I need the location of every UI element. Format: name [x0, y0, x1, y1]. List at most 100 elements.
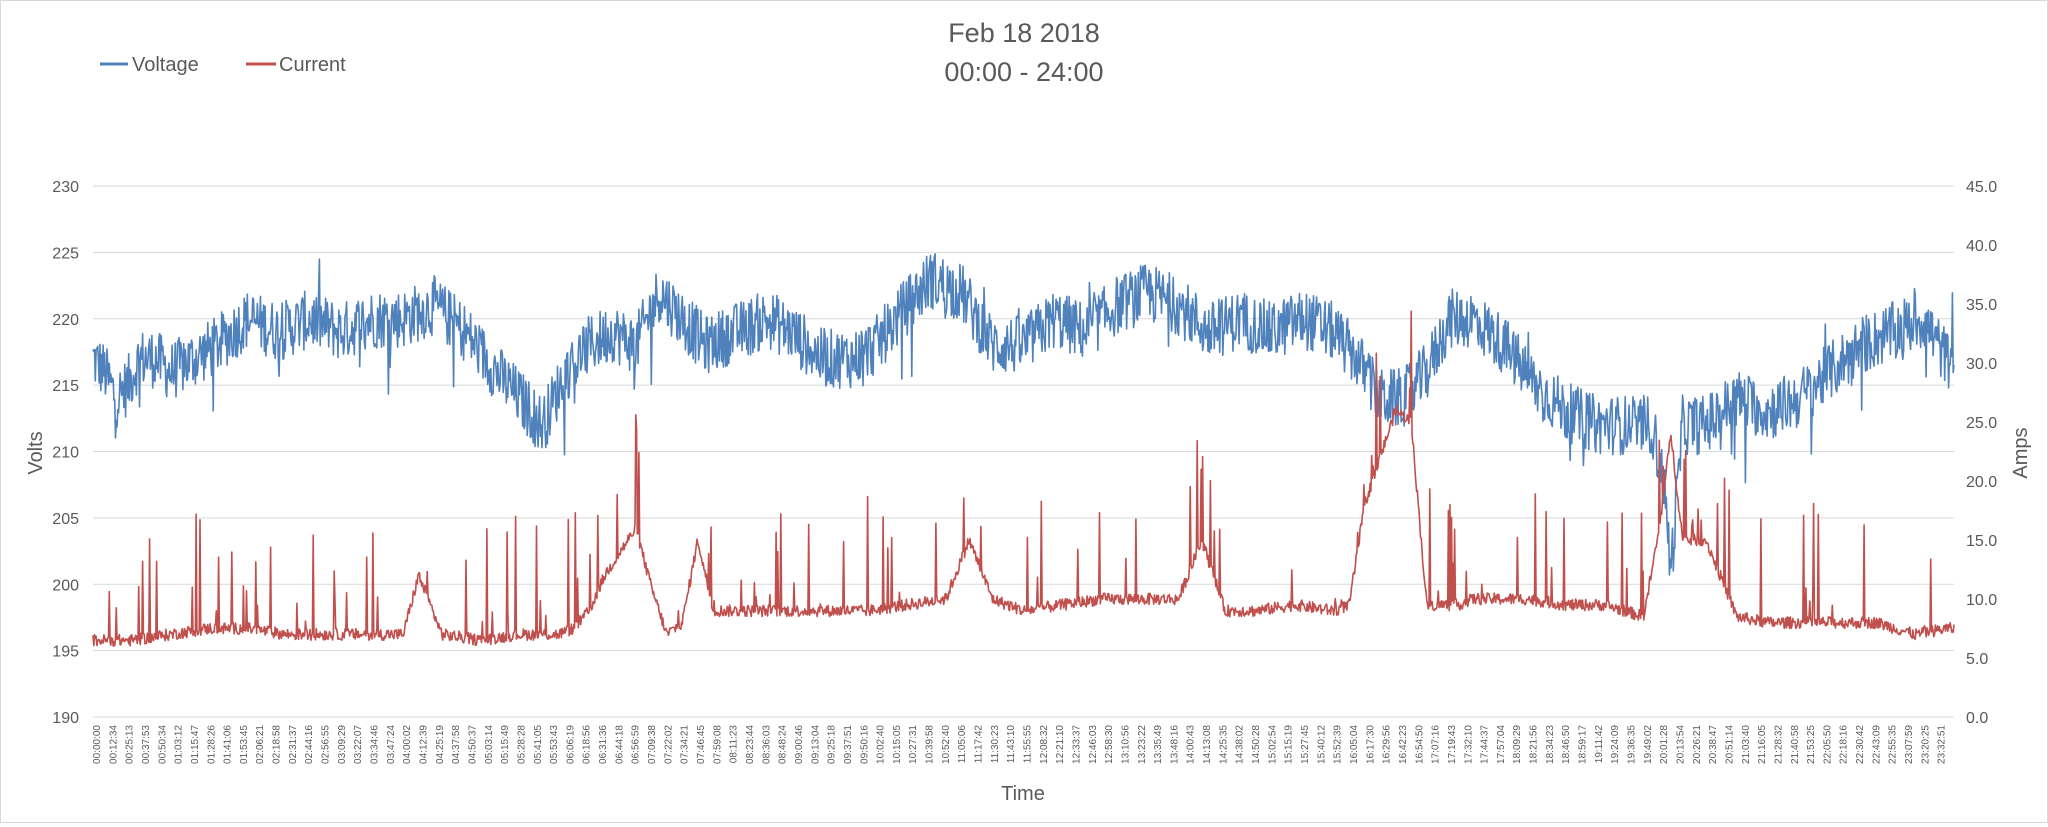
x-tick-label: 20:13:54	[1675, 725, 1686, 764]
x-tick-label: 05:15:49	[500, 725, 511, 764]
x-tick-label: 19:49:02	[1643, 725, 1654, 764]
x-tick-label: 15:27:45	[1300, 725, 1311, 764]
x-tick-label: 00:37:53	[141, 725, 152, 764]
x-tick-label: 14:00:43	[1186, 725, 1197, 764]
x-tick-label: 15:15:19	[1284, 725, 1295, 764]
y-tick-label: 230	[52, 179, 79, 196]
x-tick-label: 03:09:29	[337, 725, 348, 764]
x-axis-ticks: 00:00:00 00:12:34 00:25:13 00:37:53 00:50:34…	[92, 725, 1948, 764]
x-tick-label: 05:28:28	[516, 725, 527, 764]
x-tick-label: 19:11:42	[1594, 725, 1605, 764]
x-tick-label: 02:06:21	[255, 725, 266, 764]
x-tick-label: 06:56:59	[631, 725, 642, 764]
x-tick-label: 06:06:19	[565, 725, 576, 764]
x-tick-label: 12:08:32	[1039, 725, 1050, 764]
x-tick-label: 15:02:54	[1267, 725, 1278, 764]
x-tick-label: 15:40:12	[1316, 725, 1327, 764]
x-tick-label: 18:09:29	[1512, 725, 1523, 764]
x-tick-label: 17:07:16	[1431, 725, 1442, 764]
y-tick-label: 200	[52, 577, 79, 594]
x-tick-label: 07:34:21	[680, 725, 691, 764]
x-tick-label: 01:41:06	[223, 725, 234, 764]
y-tick-label: 225	[52, 245, 79, 262]
x-tick-label: 21:03:40	[1741, 725, 1752, 764]
y2-tick-label: 30.0	[1966, 356, 1997, 373]
series-layer	[92, 253, 1955, 647]
x-tick-label: 16:54:50	[1414, 725, 1425, 764]
x-tick-label: 22:55:35	[1888, 725, 1899, 764]
legend-current-label: Current	[279, 54, 346, 76]
x-tick-label: 05:03:14	[484, 725, 495, 764]
x-tick-label: 21:16:05	[1757, 725, 1768, 764]
series-line-voltage	[92, 253, 1955, 576]
x-tick-label: 00:25:13	[125, 725, 136, 764]
x-tick-label: 08:11:23	[729, 725, 740, 764]
y-tick-label: 215	[52, 378, 79, 395]
x-tick-label: 01:53:45	[239, 725, 250, 764]
x-tick-label: 04:00:02	[402, 725, 413, 764]
x-tick-label: 04:37:58	[451, 725, 462, 764]
x-tick-label: 19:24:09	[1610, 725, 1621, 764]
x-tick-label: 21:28:32	[1773, 725, 1784, 764]
y2-tick-label: 45.0	[1966, 179, 1997, 196]
gridlines	[93, 185, 1954, 718]
x-tick-label: 17:19:43	[1447, 725, 1458, 764]
x-tick-label: 02:56:55	[321, 725, 332, 764]
x-tick-label: 07:59:08	[712, 725, 723, 764]
y2-tick-label: 10.0	[1966, 592, 1997, 609]
chart-title: Feb 18 2018	[948, 18, 1100, 48]
x-tick-label: 05:53:43	[549, 725, 560, 764]
x-tick-label: 04:25:19	[435, 725, 446, 764]
y-tick-label: 220	[52, 312, 79, 329]
x-tick-label: 07:22:02	[663, 725, 674, 764]
x-tick-label: 10:15:05	[892, 725, 903, 764]
y2-tick-label: 20.0	[1966, 474, 1997, 491]
y-axis-right-ticks: 0.0 5.0 10.0 15.0 20.0 25.0 30.0 35.0 40.0 45.0	[1966, 179, 1997, 727]
x-tick-label: 10:39:58	[925, 725, 936, 764]
x-tick-label: 17:44:37	[1480, 725, 1491, 764]
x-tick-label: 16:17:30	[1365, 725, 1376, 764]
x-tick-label: 22:30:42	[1855, 725, 1866, 764]
x-tick-label: 08:36:03	[761, 725, 772, 764]
x-tick-label: 03:47:24	[386, 725, 397, 764]
x-tick-label: 09:25:18	[827, 725, 838, 764]
x-tick-label: 02:31:37	[288, 725, 299, 764]
x-tick-label: 18:34:23	[1545, 725, 1556, 764]
y-tick-label: 205	[52, 511, 79, 528]
legend: Voltage Current	[100, 54, 346, 76]
x-tick-label: 18:46:50	[1561, 725, 1572, 764]
x-tick-label: 13:10:56	[1120, 725, 1131, 764]
x-tick-label: 11:05:06	[957, 725, 968, 764]
x-tick-label: 12:58:30	[1104, 725, 1115, 764]
x-tick-label: 10:52:40	[941, 725, 952, 764]
x-tick-label: 11:43:10	[1006, 725, 1017, 764]
x-tick-label: 08:23:44	[745, 725, 756, 764]
y2-tick-label: 25.0	[1966, 415, 1997, 432]
x-tick-label: 14:50:28	[1251, 725, 1262, 764]
x-tick-label: 20:51:14	[1724, 725, 1735, 764]
x-tick-label: 22:05:50	[1822, 725, 1833, 764]
x-tick-label: 23:32:51	[1937, 725, 1948, 764]
x-tick-label: 04:12:39	[418, 725, 429, 764]
x-tick-label: 10:27:31	[908, 725, 919, 764]
x-tick-label: 07:09:38	[647, 725, 658, 764]
x-tick-label: 20:26:21	[1692, 725, 1703, 764]
x-tick-label: 17:57:04	[1496, 725, 1507, 764]
x-tick-label: 08:48:24	[778, 725, 789, 764]
x-tick-label: 20:01:28	[1659, 725, 1670, 764]
y2-tick-label: 35.0	[1966, 297, 1997, 314]
x-tick-label: 19:36:35	[1627, 725, 1638, 764]
x-tick-label: 05:41:05	[533, 725, 544, 764]
x-tick-label: 12:46:03	[1088, 725, 1099, 764]
x-tick-label: 22:43:09	[1871, 725, 1882, 764]
x-tick-label: 04:50:37	[467, 725, 478, 764]
x-tick-label: 10:02:40	[876, 725, 887, 764]
x-tick-label: 21:53:25	[1806, 725, 1817, 764]
x-tick-label: 16:05:04	[1349, 725, 1360, 764]
x-tick-label: 09:00:46	[794, 725, 805, 764]
y-tick-label: 195	[52, 644, 79, 661]
x-tick-label: 13:23:22	[1137, 725, 1148, 764]
x-tick-label: 13:35:49	[1153, 725, 1164, 764]
x-tick-label: 22:18:16	[1839, 725, 1850, 764]
x-axis-label: Time	[1001, 783, 1045, 805]
